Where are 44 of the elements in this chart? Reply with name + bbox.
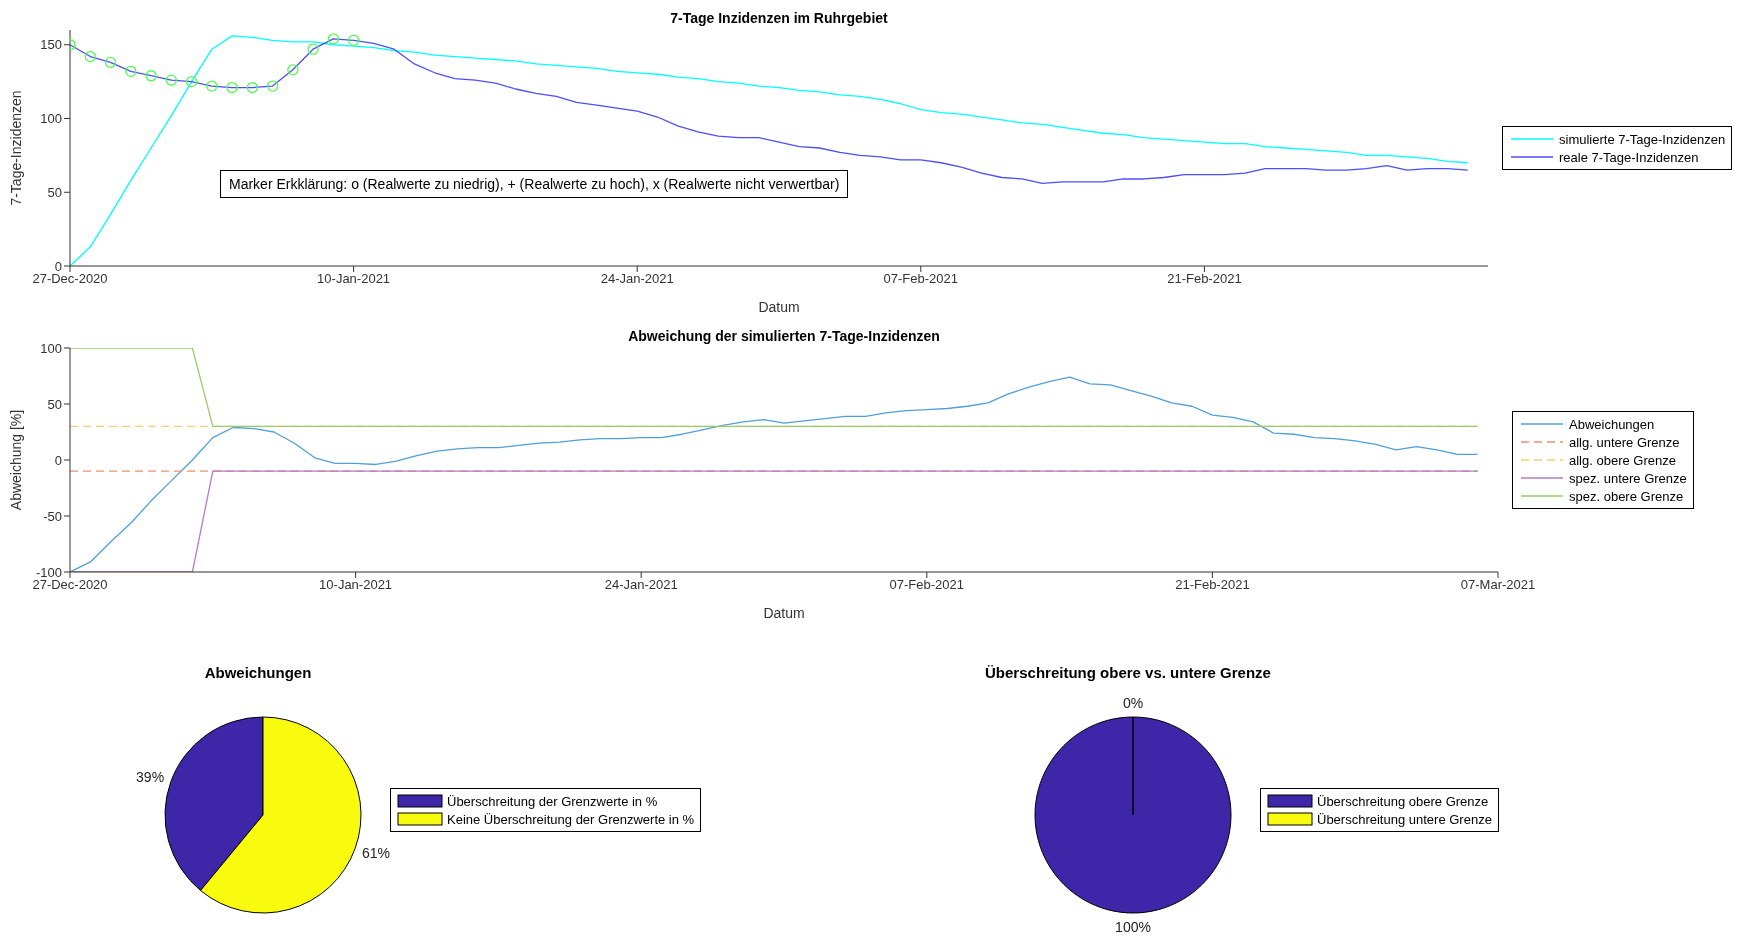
y-tick-label: 100 xyxy=(40,111,62,127)
annotation: Marker Erkklärung: o (Realwerte zu niedrig), + (Realwerte zu hoch), x (Realwerte nicht verwertbar) xyxy=(220,170,849,198)
x-tick-label: 27-Dec-2020 xyxy=(32,271,108,287)
y-tick-label: 0 xyxy=(54,452,62,468)
y-tick-label: -50 xyxy=(43,508,62,524)
chart-title: 7-Tage Inzidenzen im Ruhrgebiet xyxy=(669,10,889,26)
y-tick-label: 50 xyxy=(47,396,62,412)
legend-label: Keine Überschreitung der Grenzwerte in % xyxy=(447,811,695,827)
x-tick-label: 10-Jan-2021 xyxy=(317,271,391,287)
y-tick-label: 100 xyxy=(40,340,62,356)
y-tick-label: 50 xyxy=(47,184,62,200)
legend-label: Abweichungen xyxy=(1569,416,1655,432)
x-tick-label: 10-Jan-2021 xyxy=(319,577,393,593)
chart-title: Überschreitung obere vs. untere Grenze xyxy=(984,664,1272,681)
chart-title: Abweichungen xyxy=(203,664,313,681)
x-tick-label: 07-Feb-2021 xyxy=(889,577,965,593)
y-axis-title: 7-Tage-Inzidenzen xyxy=(7,90,24,206)
legend-label: allg. obere Grenze xyxy=(1569,452,1676,468)
text: 0% xyxy=(1122,695,1144,711)
data-label: 61% xyxy=(361,844,390,861)
legend-label: simulierte 7-Tage-Inzidenzen xyxy=(1559,131,1726,147)
x-axis-title: Datum xyxy=(758,299,800,315)
legend-label: Überschreitung obere Grenze xyxy=(1317,793,1489,809)
y-tick-label: 150 xyxy=(40,37,62,53)
x-axis-title: Datum xyxy=(763,605,805,621)
y-tick-label: -100 xyxy=(35,564,62,580)
y-axis-title: Abweichung [%] xyxy=(7,409,24,511)
chart-title: Abweichung der simulierten 7-Tage-Inzidenzen xyxy=(627,328,941,344)
legend-label: spez. obere Grenze xyxy=(1569,488,1684,504)
data-label: 100% xyxy=(1115,919,1151,935)
legend-label: Überschreitung untere Grenze xyxy=(1317,811,1492,827)
x-tick-label: 21-Feb-2021 xyxy=(1167,271,1242,287)
x-tick-label: 27-Dec-2020 xyxy=(32,577,108,593)
x-tick-label: 07-Feb-2021 xyxy=(883,271,959,287)
legend-label: Überschreitung der Grenzwerte in % xyxy=(447,793,658,809)
x-tick-label: 24-Jan-2021 xyxy=(604,577,678,593)
legend-label: reale 7-Tage-Inzidenzen xyxy=(1559,149,1699,165)
data-label: 39% xyxy=(136,769,165,786)
x-tick-label: 24-Jan-2021 xyxy=(600,271,674,287)
legend-label: allg. untere Grenze xyxy=(1569,434,1680,450)
x-tick-label: 21-Feb-2021 xyxy=(1175,577,1250,593)
y-tick-label: 0 xyxy=(54,258,62,274)
legend-label: spez. untere Grenze xyxy=(1569,470,1687,486)
x-tick-label: 07-Mar-2021 xyxy=(1460,577,1536,593)
